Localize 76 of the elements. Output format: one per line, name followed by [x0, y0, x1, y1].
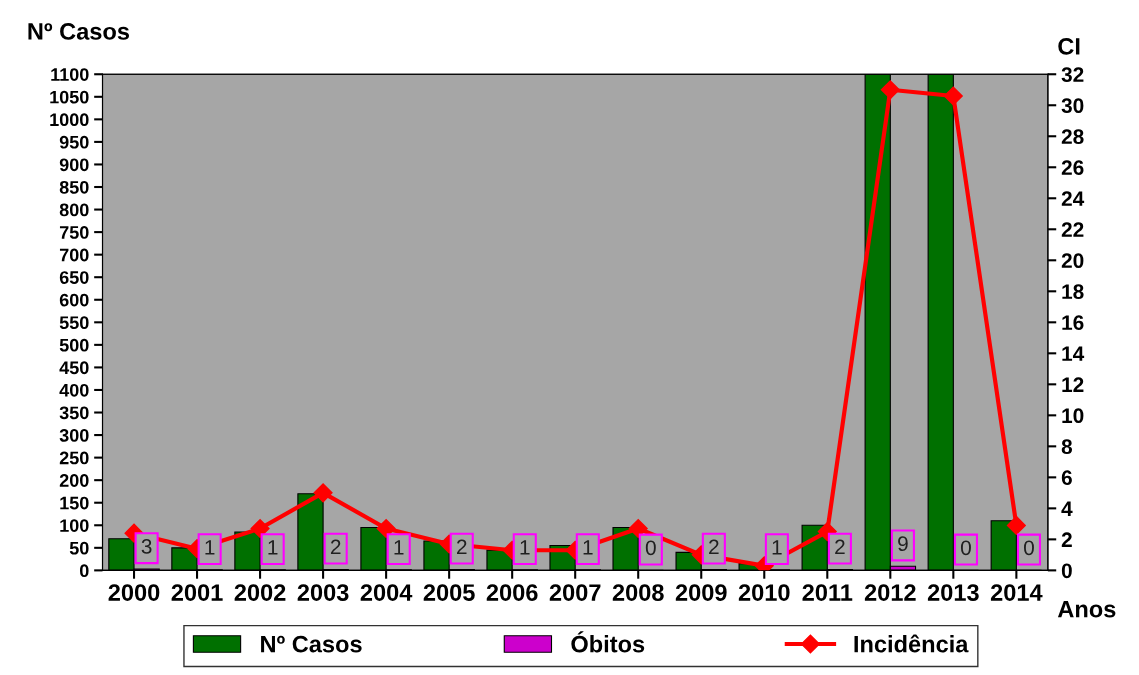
- x-tick-label: 2012: [864, 584, 916, 601]
- y-tick-label: 300: [59, 429, 89, 442]
- y-tick-label: 450: [59, 361, 89, 375]
- y-tick-label: 650: [59, 271, 89, 284]
- data-label: 1: [583, 540, 593, 555]
- data-label: 1: [520, 540, 530, 555]
- x-tick-label: 2006: [486, 584, 538, 601]
- y2-tick-label: 12: [1062, 377, 1084, 392]
- y2-tick-label: 10: [1062, 408, 1084, 424]
- data-label: 2: [330, 539, 341, 555]
- y-tick-label: 950: [59, 135, 89, 149]
- data-label: 0: [960, 540, 971, 556]
- y-tick-label: 800: [59, 203, 89, 217]
- y-tick-label: 100: [60, 519, 89, 532]
- data-label: 1: [268, 540, 278, 555]
- y2-tick-label: 32: [1061, 67, 1084, 83]
- x-tick-label: 2009: [675, 584, 727, 601]
- y-tick-label: 50: [69, 541, 89, 555]
- data-label: 2: [835, 539, 845, 555]
- y2-tick-label: 8: [1061, 439, 1073, 455]
- y-tick-label: 0: [79, 564, 89, 578]
- legend-label: Óbitos: [571, 631, 645, 653]
- x-tick-label: 2000: [108, 584, 160, 601]
- x-tick-label: 2008: [612, 584, 664, 601]
- y-tick-label: 200: [59, 474, 89, 487]
- y2-tick-label: 18: [1062, 284, 1084, 300]
- data-label: 2: [457, 539, 467, 555]
- x-axis-title: Anos: [1057, 601, 1116, 618]
- y-tick-label: 1100: [51, 68, 89, 81]
- y2-tick-label: 6: [1061, 470, 1072, 486]
- y2-tick-label: 16: [1062, 315, 1084, 331]
- data-label: 3: [141, 539, 152, 554]
- y2-tick-label: 24: [1061, 191, 1085, 206]
- data-label: 1: [205, 540, 215, 555]
- data-label: 1: [394, 540, 404, 555]
- y-tick-label: 600: [59, 293, 89, 307]
- x-tick-label: 2013: [927, 584, 979, 601]
- y-tick-label: 400: [59, 383, 89, 397]
- y-tick-label: 700: [59, 248, 89, 262]
- y2-tick-label: 2: [1061, 532, 1072, 547]
- y-axis-title: Nº Casos: [28, 23, 130, 40]
- x-tick-label: 2004: [360, 584, 413, 601]
- y-tick-label: 250: [59, 451, 89, 465]
- y-tick-label: 850: [59, 180, 89, 194]
- y2-tick-label: 22: [1061, 222, 1084, 237]
- y-tick-label: 350: [59, 406, 89, 420]
- y2-tick-label: 28: [1061, 129, 1084, 145]
- legend-label: Incidência: [854, 634, 969, 653]
- data-label: 0: [1023, 540, 1034, 556]
- y-tick-label: 750: [59, 226, 89, 239]
- x-tick-label: 2005: [423, 584, 475, 601]
- x-tick-label: 2007: [549, 584, 601, 601]
- y2-tick-label: 0: [1061, 563, 1072, 579]
- y-tick-label: 1050: [50, 90, 89, 104]
- y2-tick-label: 14: [1062, 346, 1085, 361]
- data-label: 0: [645, 540, 656, 556]
- data-label: 9: [898, 536, 908, 552]
- x-tick-label: 2002: [234, 584, 286, 601]
- x-tick-label: 2014: [990, 584, 1043, 601]
- y2-tick-label: 4: [1061, 501, 1073, 516]
- data-label: 1: [772, 540, 782, 555]
- y2-tick-label: 26: [1061, 160, 1084, 176]
- y2-tick-label: 20: [1061, 253, 1084, 269]
- data-label: 2: [709, 539, 719, 555]
- y-tick-label: 900: [59, 158, 89, 172]
- y2-axis-title: CI: [1058, 37, 1080, 55]
- x-tick-label: 2010: [738, 584, 790, 601]
- x-tick-label: 2001: [171, 584, 223, 601]
- y-tick-label: 550: [59, 316, 89, 330]
- y2-tick-label: 30: [1061, 98, 1084, 114]
- x-tick-label: 2003: [297, 584, 349, 601]
- legend-label: Nº Casos: [261, 635, 362, 653]
- y-tick-label: 1000: [50, 113, 89, 127]
- x-tick-label: 2011: [802, 584, 853, 601]
- y-tick-label: 150: [60, 496, 89, 510]
- y-tick-label: 500: [59, 338, 89, 352]
